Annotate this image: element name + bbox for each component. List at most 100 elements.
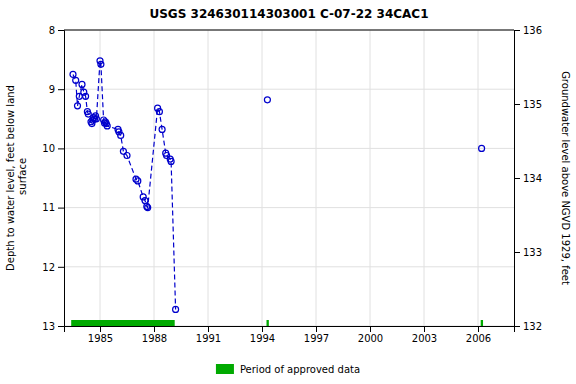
tick-label: 12 [42,262,55,273]
grid-line-y [64,207,514,208]
tick-mark [514,252,520,253]
tick-mark [424,326,425,332]
tick-mark [514,104,520,105]
tick-label: 1994 [250,333,275,344]
grid-line-y [64,30,514,31]
tick: 1988 [142,326,167,344]
tick: 2006 [466,326,491,344]
data-point [85,111,91,117]
tick-mark [100,326,101,332]
tick-mark [208,326,209,332]
tick: 134 [514,173,542,184]
axis-domain [58,31,65,327]
data-point [75,103,81,109]
grid-line-x [370,30,371,326]
tick-label: 11 [42,202,55,213]
tick-label: 2000 [358,333,383,344]
tick-mark [262,326,263,332]
grid-line-y [64,266,514,267]
data-point [70,71,76,77]
tick-mark [514,178,520,179]
approved-period [481,320,483,326]
tick-label: 10 [42,143,55,154]
tick-mark [370,326,371,332]
data-point [479,145,485,151]
data-point [159,126,165,132]
tick-label: 133 [523,247,542,258]
grid-line-y [64,148,514,149]
grid-line-x [478,30,479,326]
y-axis: 8 9 10 11 12 13 [42,25,64,332]
tick-label: 13 [42,321,55,332]
approved-period [71,320,175,326]
legend-swatch [216,364,234,374]
grid-line-x [154,30,155,326]
tick: 1997 [304,326,329,344]
data-point [73,77,79,83]
grid-line-x [316,30,317,326]
tick-mark [154,326,155,332]
tick: 2003 [412,326,437,344]
title: USGS 324630114303001 C-07-22 34CAC1 [149,7,428,21]
data-point [124,153,130,159]
data-line [73,61,482,310]
tick-mark [58,208,64,209]
tick-label: 1997 [304,333,329,344]
tick: 12 [42,262,64,273]
tick-label: 1988 [142,333,167,344]
data-point [104,123,110,129]
tick: 9 [49,84,64,95]
grid-line-x [424,30,425,326]
data-point [98,61,104,67]
data-point [164,153,170,159]
data-point [118,132,124,138]
tick-label: 9 [49,84,55,95]
y-axis-label: Depth to water level, feet below land su… [5,85,28,271]
tick: 8 [49,25,64,36]
data-point [173,306,179,312]
axis-domain [515,31,521,327]
data-point [264,97,270,103]
tick: 135 [514,99,542,110]
tick: 133 [514,247,542,258]
axis-domain [65,327,515,333]
y2-axis: 132 133 134 135 136 [514,25,542,332]
tick-mark [316,326,317,332]
tick: 10 [42,143,64,154]
data-point [145,205,151,211]
data [70,58,485,326]
x-axis: 1985 1988 1991 1994 1997 2000 2003 2006 [65,326,515,344]
tick-mark [58,30,64,31]
tick-mark [58,89,64,90]
grid-line-x [208,30,209,326]
tick: 2000 [358,326,383,344]
grid-line-y [64,89,514,90]
grid [64,30,514,326]
data-point [83,93,89,99]
tick: 1985 [88,326,113,344]
chart: 1985 1988 1991 1994 1997 2000 2003 2006 8 9 10 11 12… [0,0,576,384]
tick-mark [58,148,64,149]
data-point [142,197,148,203]
tick: 1991 [196,326,221,344]
data-point [79,81,85,87]
tick-mark [478,326,479,332]
tick-label: 1991 [196,333,221,344]
tick: 11 [42,202,64,213]
grid-line-x [262,30,263,326]
tick: 132 [514,321,542,332]
tick-mark [514,30,520,31]
tick-mark [58,267,64,268]
data-point [156,109,162,115]
tick: 13 [42,321,64,332]
data-point [168,158,174,164]
tick-label: 136 [523,25,542,36]
tick-label: 1985 [88,333,113,344]
tick: 1994 [250,326,275,344]
approved-period [267,320,269,326]
y2-axis-label: Groundwater level above NGVD 1929, feet [560,71,571,285]
legend-label: Period of approved data [240,364,360,375]
tick-mark [58,326,64,327]
tick-label: 134 [523,173,542,184]
data-point [93,116,99,122]
